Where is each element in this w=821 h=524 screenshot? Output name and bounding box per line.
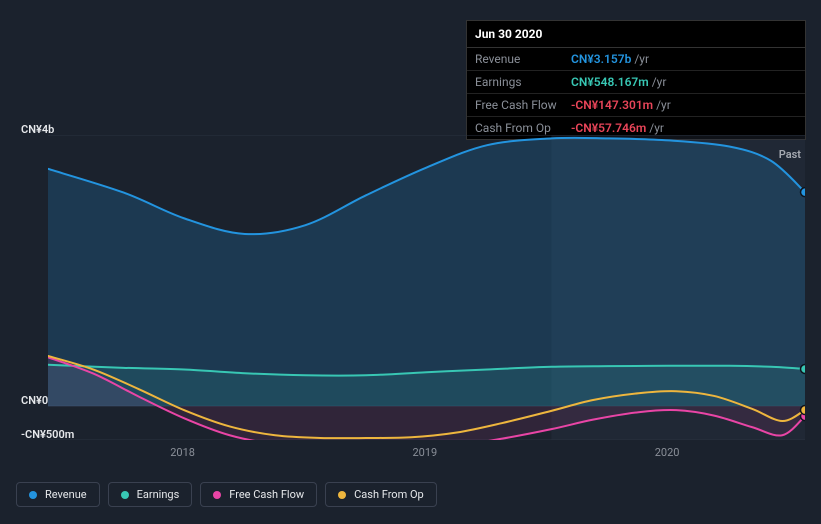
- tooltip-row-label: Earnings: [475, 75, 571, 89]
- tooltip-row-value: -CN¥147.301m: [571, 98, 653, 112]
- x-axis-label: 2019: [413, 446, 438, 459]
- legend-dot-icon: [338, 491, 346, 499]
- tooltip-row-label: Revenue: [475, 52, 571, 66]
- tooltip-row-unit: /yr: [656, 98, 671, 112]
- x-axis-label: 2020: [655, 446, 680, 459]
- y-axis-label: CN¥0: [21, 394, 48, 407]
- legend-dot-icon: [121, 491, 129, 499]
- chart-plot: [48, 135, 805, 440]
- tooltip-row-value: CN¥3.157b: [571, 52, 631, 66]
- legend-item-earnings[interactable]: Earnings: [108, 482, 193, 507]
- tooltip-row: Free Cash Flow-CN¥147.301m/yr: [467, 94, 805, 117]
- legend-item-revenue[interactable]: Revenue: [16, 482, 100, 507]
- tooltip-row-label: Cash From Op: [475, 121, 571, 135]
- chart-legend: Revenue Earnings Free Cash Flow Cash From O…: [16, 482, 437, 507]
- legend-item-fcf[interactable]: Free Cash Flow: [200, 482, 317, 507]
- tooltip-row: EarningsCN¥548.167m/yr: [467, 71, 805, 94]
- legend-item-cfo[interactable]: Cash From Op: [325, 482, 437, 507]
- legend-item-label: Earnings: [137, 488, 180, 501]
- legend-item-label: Revenue: [45, 488, 87, 501]
- tooltip-row-label: Free Cash Flow: [475, 98, 571, 112]
- legend-item-label: Cash From Op: [354, 488, 424, 501]
- chart-container: Jun 30 2020 RevenueCN¥3.157b/yrEarningsC…: [0, 0, 821, 524]
- tooltip-row-unit: /yr: [652, 75, 667, 89]
- legend-dot-icon: [213, 491, 221, 499]
- legend-dot-icon: [29, 491, 37, 499]
- tooltip-row-value: -CN¥57.746m: [571, 121, 646, 135]
- tooltip-row-unit: /yr: [634, 52, 649, 66]
- tooltip-date: Jun 30 2020: [467, 21, 805, 48]
- tooltip-row-unit: /yr: [649, 121, 664, 135]
- data-tooltip: Jun 30 2020 RevenueCN¥3.157b/yrEarningsC…: [466, 20, 806, 140]
- tooltip-row: RevenueCN¥3.157b/yr: [467, 48, 805, 71]
- tooltip-row-value: CN¥548.167m: [571, 75, 649, 89]
- legend-item-label: Free Cash Flow: [229, 488, 304, 501]
- x-axis-label: 2018: [170, 446, 195, 459]
